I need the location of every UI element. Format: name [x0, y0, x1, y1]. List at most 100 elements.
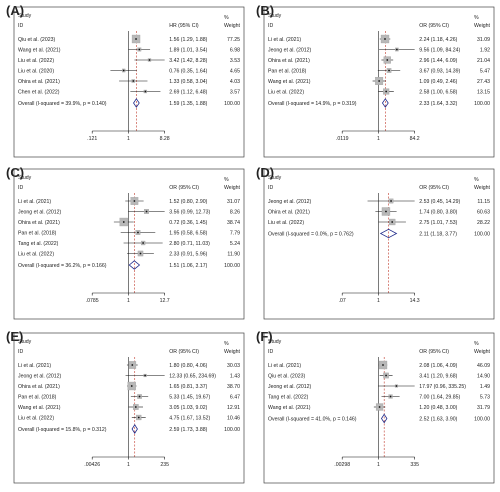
overall-diamond	[380, 413, 388, 424]
point-estimate	[144, 374, 146, 377]
study-id: Qiu et al. (2023)	[268, 374, 305, 380]
study-row: Wang et al. (2021) 1.09 (0.49, 2.46) 27.43	[268, 77, 490, 85]
overall-weight-value: 100.00	[224, 263, 240, 269]
ci-value: 2.08 (1.06, 4.09)	[419, 363, 457, 369]
study-row: Wang et al. (2021) 1.89 (1.01, 3.54) 6.98	[18, 48, 240, 54]
study-id: Ohira et al. (2021)	[18, 79, 60, 85]
ci-value: 2.33 (0.91, 5.96)	[169, 252, 207, 258]
weight-value: 13.15	[477, 90, 490, 96]
study-id: Jeong et al. (2012)	[18, 210, 62, 216]
study-id: Ohira et al. (2021)	[18, 384, 60, 390]
study-id: Pan et al. (2018)	[18, 395, 57, 401]
ci-value: 2.96 (1.44, 6.09)	[419, 58, 457, 64]
overall-ci-value: 2.59 (1.73, 3.88)	[169, 427, 207, 433]
header-id: ID	[18, 185, 23, 191]
overall-weight-value: 100.00	[224, 427, 240, 433]
header-percent: %	[474, 15, 479, 21]
header-study: Study	[268, 339, 282, 345]
x-tick-label: 14.3	[410, 298, 420, 304]
study-row: Jeong et al. (2012) 17.97 (0.96, 335.25) 1…	[268, 384, 490, 390]
weight-value: 31.79	[477, 405, 490, 411]
study-id: Liu et al. (2022)	[18, 252, 54, 258]
study-row: Liu et al. (2022) 3.42 (1.42, 8.28) 3.53	[18, 58, 240, 64]
x-tick-label: 8.28	[160, 136, 170, 142]
panel-frame	[13, 6, 245, 158]
study-id: Jeong et al. (2012)	[268, 199, 312, 205]
header-study: Study	[268, 175, 282, 181]
point-estimate	[385, 90, 388, 93]
x-tick-label: 1	[127, 298, 130, 304]
overall-label: Overall (I-squared = 36.2%, p = 0.166)	[18, 263, 107, 269]
x-tick-label: 84.2	[410, 136, 420, 142]
study-row: Ohira et al. (2021) 1.33 (0.58, 3.04) 4.03	[18, 79, 240, 85]
overall-ci-value: 2.33 (1.64, 3.32)	[419, 101, 457, 107]
x-tick-label: 1	[127, 462, 130, 468]
study-row: Ohira et al. (2021) 1.74 (0.80, 3.80) 60.6…	[268, 207, 490, 216]
ci-value: 5.33 (1.45, 19.67)	[169, 395, 210, 401]
ci-value: 0.72 (0.36, 1.45)	[169, 220, 207, 226]
study-row: Tang et al. (2022) 2.80 (0.71, 11.03) 5.24	[18, 240, 240, 247]
x-tick-label: 1	[377, 136, 380, 142]
ci-value: 1.33 (0.58, 3.04)	[169, 79, 207, 85]
ci-value: 7.00 (1.64, 29.85)	[419, 395, 460, 401]
study-id: Ohira et al. (2021)	[268, 210, 310, 216]
study-row: Li et al. (2021) 1.52 (0.80, 2.90) 31.07	[18, 197, 240, 205]
point-estimate	[137, 416, 140, 419]
point-estimate	[135, 38, 137, 40]
ci-value: 17.97 (0.96, 335.25)	[419, 384, 466, 390]
overall-ci-value: 1.59 (1.35, 1.88)	[169, 101, 207, 107]
weight-value: 1.49	[480, 384, 490, 390]
weight-value: 3.57	[230, 90, 240, 96]
point-estimate	[386, 59, 389, 61]
study-id: Wang et al. (2021)	[268, 405, 311, 411]
x-tick-label: 235	[160, 462, 169, 468]
overall-ci-value: 2.11 (1.18, 3.77)	[419, 232, 457, 238]
study-id: Liu et al. (2022)	[268, 90, 304, 96]
point-estimate	[122, 221, 125, 223]
header-percent: %	[224, 177, 229, 183]
study-row: Wang et al. (2021) 1.20 (0.48, 3.00) 31.79	[268, 403, 490, 411]
study-row: Liu et al. (2022) 4.75 (1.67, 13.52) 10.46	[18, 414, 240, 422]
point-estimate	[378, 406, 381, 408]
header-percent: %	[474, 177, 479, 183]
study-id: Liu et al. (2022)	[268, 220, 304, 226]
study-row: Pan et al. (2018) 3.67 (0.93, 14.39) 5.47	[268, 68, 490, 75]
ci-value: 1.89 (1.01, 3.54)	[169, 48, 207, 54]
study-row: Ohira et al. (2021) 1.65 (0.81, 3.37) 38.7…	[18, 381, 240, 391]
point-estimate	[142, 242, 145, 244]
header-measure: OR (95% CI)	[419, 23, 449, 29]
overall-row: Overall (I-squared = 39.9%, p = 0.140) 1.…	[18, 98, 240, 108]
ci-value: 1.95 (0.58, 6.58)	[169, 231, 207, 237]
panel-frame	[13, 332, 245, 484]
header-weight: Weight	[224, 349, 241, 355]
header-weight: Weight	[224, 185, 241, 191]
point-estimate	[395, 385, 398, 387]
study-id: Li et al. (2021)	[268, 37, 301, 43]
header-measure: OR (95% CI)	[169, 185, 199, 191]
point-estimate	[395, 48, 398, 51]
point-estimate	[131, 364, 134, 366]
study-row: Qiu et al. (2023) 3.41 (1.20, 9.68) 14.90	[268, 372, 490, 380]
header-id: ID	[18, 349, 23, 355]
study-id: Chen et al. (2022)	[18, 90, 60, 96]
ci-value: 1.09 (0.49, 2.46)	[419, 79, 457, 85]
overall-row: Overall (I-squared = 0.0%, p = 0.762) 2.1…	[268, 228, 490, 239]
x-tick-label: .00298	[334, 462, 350, 468]
study-row: Pan et al. (2018) 1.95 (0.58, 6.58) 7.79	[18, 230, 240, 237]
overall-label: Overall (I-squared = 14.9%, p = 0.319)	[268, 101, 357, 107]
study-id: Jeong et al. (2012)	[268, 384, 312, 390]
weight-value: 31.09	[477, 37, 490, 43]
ci-value: 3.42 (1.42, 8.28)	[169, 58, 207, 64]
ci-value: 2.58 (1.00, 6.58)	[419, 90, 457, 96]
weight-value: 77.25	[227, 37, 240, 43]
ci-value: 1.65 (0.81, 3.37)	[169, 384, 207, 390]
x-tick-label: 12.7	[160, 298, 170, 304]
panel-frame	[13, 168, 245, 320]
weight-value: 21.04	[477, 58, 490, 64]
study-id: Ohira et al. (2021)	[268, 58, 310, 64]
x-tick-label: .0119	[336, 136, 349, 142]
study-row: Chen et al. (2022) 2.69 (1.12, 6.48) 3.57	[18, 90, 240, 96]
